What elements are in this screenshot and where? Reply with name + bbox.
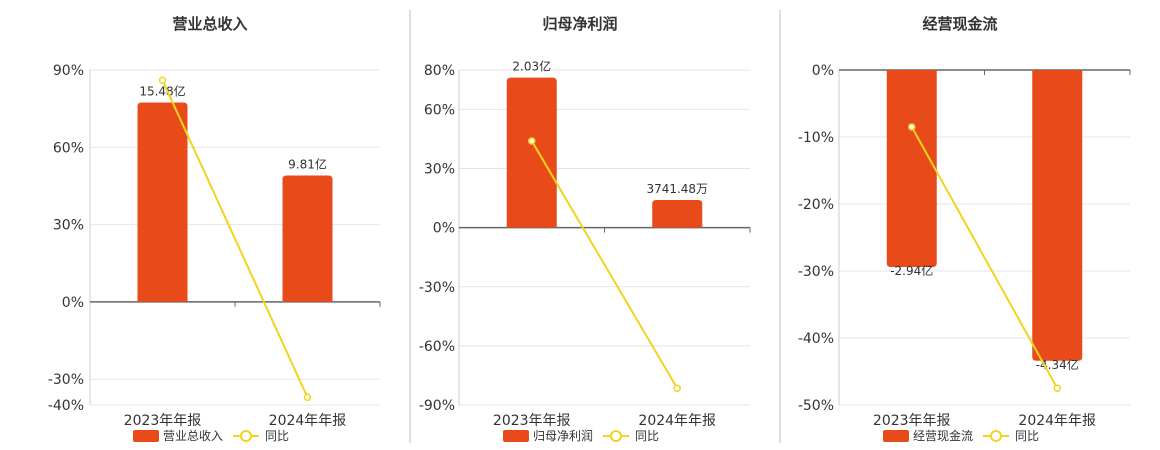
chart-title: 归母净利润	[542, 15, 617, 33]
yoy-line	[910, 126, 1059, 389]
bar-data-label: 2.03亿	[512, 59, 551, 74]
y-tick-label: 0%	[433, 221, 455, 237]
yoy-point	[528, 137, 536, 145]
chart-title: 经营现金流	[922, 15, 997, 33]
legend-line-marker	[610, 430, 622, 442]
bar-data-label: 15.48亿	[139, 83, 185, 98]
chart-2: 归母净利润 80% 60% 30% 0% -30% -60% -90% 2023年年报 2024年…	[419, 15, 751, 443]
legend-bar-label: 营业总收入	[163, 429, 223, 443]
y-tick-label: 90%	[53, 63, 84, 79]
legend: 营业总收入 同比	[133, 429, 289, 443]
y-tick-label: 0%	[62, 295, 84, 311]
y-tick-label: -90%	[419, 398, 455, 414]
legend-line-label: 同比	[635, 429, 659, 443]
yoy-point	[673, 384, 681, 392]
y-tick-label: 60%	[424, 102, 455, 118]
yoy-line	[530, 140, 679, 389]
y-tick-label: -10%	[798, 130, 834, 146]
y-tick-label: -20%	[798, 197, 834, 213]
bar	[137, 102, 188, 302]
legend-line-label: 同比	[265, 429, 289, 443]
chart-title: 营业总收入	[172, 15, 247, 33]
yoy-point	[303, 393, 312, 402]
x-tick-label: 2024年年报	[1018, 413, 1096, 429]
legend-line-label: 同比	[1015, 429, 1039, 443]
chart-3: 经营现金流 0% -10% -20% -30% -40% -50% 2023年年报 2024年年…	[798, 15, 1131, 443]
legend-bar-label: 归母净利润	[533, 429, 593, 443]
yoy-point	[158, 76, 167, 85]
legend-line-marker	[990, 430, 1002, 442]
x-tick-label: 2023年年报	[873, 413, 951, 429]
x-tick-label: 2023年年报	[124, 413, 202, 429]
y-tick-label: -30%	[48, 372, 84, 388]
chart-1: 营业总收入 90% 60% 30% 0% -30% -40% 2023年年报 2024年年报 15…	[48, 15, 381, 443]
legend-line-marker	[240, 430, 252, 442]
yoy-line	[161, 79, 309, 398]
y-tick-label: -30%	[419, 280, 455, 296]
bar	[282, 175, 333, 302]
legend-bar-swatch	[133, 430, 159, 442]
y-tick-label: -60%	[419, 339, 455, 355]
x-tick-label: 2024年年报	[638, 413, 716, 429]
y-tick-label: 0%	[812, 63, 834, 79]
bar	[886, 70, 937, 267]
bar	[1032, 70, 1083, 361]
bar-data-label: -4.34亿	[1036, 357, 1079, 372]
y-tick-label: 30%	[53, 218, 84, 234]
legend-bar-swatch	[883, 430, 909, 442]
y-tick-label: 80%	[424, 63, 455, 79]
y-tick-label: 30%	[424, 162, 455, 178]
bar	[652, 199, 703, 228]
bar-data-label: 3741.48万	[646, 182, 708, 196]
legend-bar-label: 经营现金流	[913, 428, 973, 443]
y-tick-label: -40%	[48, 398, 84, 414]
y-tick-label: -30%	[798, 264, 834, 280]
legend: 归母净利润 同比	[503, 429, 659, 443]
y-tick-label: 60%	[53, 140, 84, 156]
y-tick-label: -50%	[798, 398, 834, 414]
legend: 经营现金流 同比	[883, 428, 1039, 443]
y-tick-label: -40%	[798, 331, 834, 347]
yoy-point	[1053, 384, 1061, 392]
bar-data-label: 9.81亿	[288, 157, 327, 172]
x-tick-label: 2024年年报	[269, 413, 347, 429]
bar	[506, 77, 557, 228]
bar-data-label: -2.94亿	[890, 263, 933, 278]
legend-bar-swatch	[503, 430, 529, 442]
x-tick-label: 2023年年报	[493, 413, 571, 429]
yoy-point	[908, 123, 916, 131]
